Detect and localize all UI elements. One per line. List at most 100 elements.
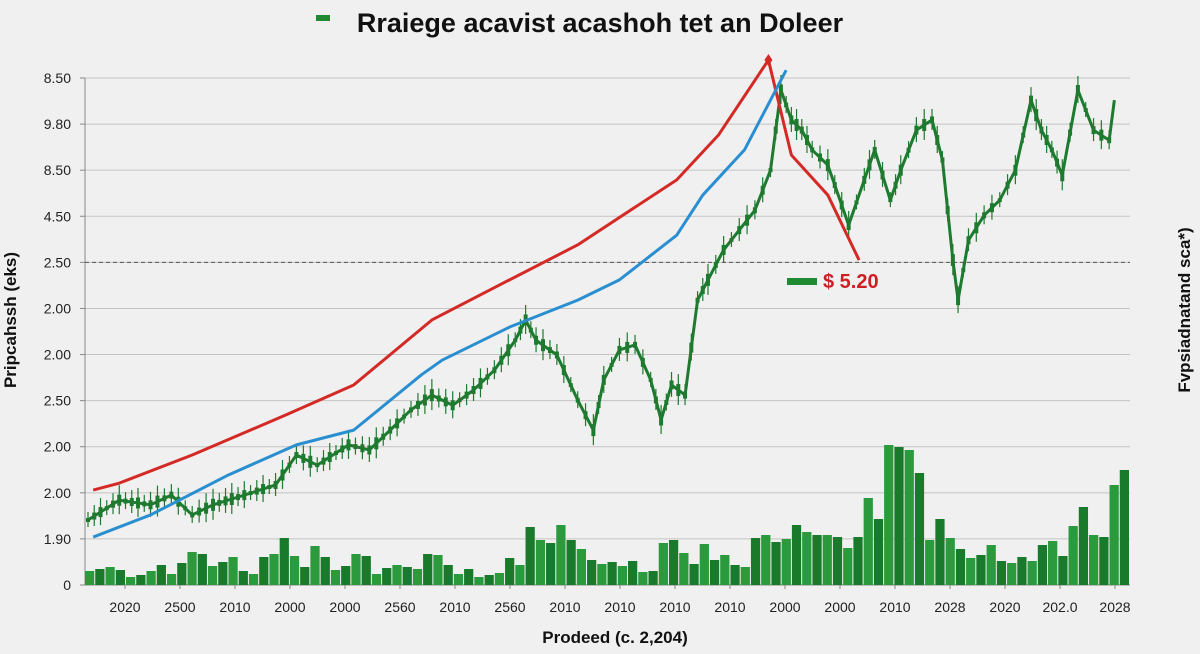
volume-bar <box>310 546 320 585</box>
x-tick-label: 2020 <box>989 599 1020 615</box>
volume-bar <box>587 560 597 585</box>
y-tick-label: 2.00 <box>44 439 71 455</box>
volume-bar <box>607 562 617 585</box>
volume-bar <box>935 519 945 585</box>
volume-bar <box>228 557 238 585</box>
peak-marker <box>764 54 773 67</box>
volume-bar <box>730 565 740 585</box>
x-tick-label: 2010 <box>549 599 580 615</box>
volume-bar <box>648 571 658 585</box>
volume-bar <box>996 561 1007 585</box>
volume-bar <box>791 525 802 585</box>
volume-bar <box>709 560 720 585</box>
price-annotation: $ 5.20 <box>823 271 879 293</box>
volume-bar <box>1007 563 1017 585</box>
volume-bar <box>966 558 976 585</box>
x-tick-label: 2000 <box>769 599 800 615</box>
volume-bar <box>207 566 218 585</box>
y-tick-label: 2.00 <box>44 347 71 363</box>
volume-bar <box>699 544 709 585</box>
volume-bar <box>330 570 341 585</box>
volume-bar <box>986 545 996 585</box>
volume-bar <box>976 555 986 585</box>
volume-bar <box>955 549 966 585</box>
volume-bar <box>873 519 884 585</box>
volume-bar <box>853 537 863 585</box>
volume-bar <box>351 554 361 585</box>
volume-bar <box>361 556 371 585</box>
volume-bar <box>146 571 156 585</box>
volume-bar <box>156 565 166 585</box>
x-tick-label: 2010 <box>659 599 690 615</box>
volume-bar <box>95 569 105 585</box>
volume-bar <box>105 567 115 585</box>
volume-bar <box>627 561 638 585</box>
x-axis: 2020 2500 2010 2000 2000 2560 2010 2560 2010 2010… <box>109 585 1131 615</box>
volume-bar <box>371 574 382 585</box>
x-tick-label: 2010 <box>714 599 745 615</box>
gridlines <box>85 77 1130 540</box>
volume-bar <box>259 557 269 585</box>
volume-bar <box>689 564 699 585</box>
volume-bar <box>115 570 125 585</box>
volume-bar <box>904 450 914 585</box>
volume-bar <box>238 571 248 585</box>
volume-bar <box>750 538 761 585</box>
y-tick-label: 2.00 <box>44 300 71 316</box>
x-tick-label: 2010 <box>879 599 910 615</box>
blue-series-line <box>92 69 788 539</box>
volume-bar <box>884 445 894 585</box>
volume-bar <box>289 556 300 585</box>
volume-bar <box>248 574 259 585</box>
volume-bar <box>822 535 832 585</box>
volume-bars <box>85 445 1129 585</box>
volume-bar <box>320 557 330 585</box>
x-tick-label: 2560 <box>384 599 415 615</box>
x-tick-label: 2000 <box>274 599 305 615</box>
volume-bar <box>576 549 587 585</box>
volume-bar <box>1089 535 1099 585</box>
volume-bar <box>617 566 627 585</box>
volume-bar <box>638 572 648 585</box>
volume-bar <box>515 565 525 585</box>
y-tick-label: 4.50 <box>44 208 71 224</box>
x-tick-label: 2000 <box>824 599 855 615</box>
volume-bar <box>894 447 904 585</box>
y-axis: 0 1.90 2.00 2.00 2.50 2.00 2.00 2.50 4.50 8.50 9.8… <box>44 70 85 593</box>
volume-bar <box>85 571 95 585</box>
volume-bar <box>494 573 505 585</box>
y-tick-label: 0 <box>63 577 71 593</box>
x-tick-label: 2028 <box>934 599 965 615</box>
x-tick-label: 2010 <box>604 599 635 615</box>
volume-bar <box>914 473 925 585</box>
volume-bar <box>1037 545 1048 585</box>
volume-bar <box>392 565 402 585</box>
volume-bar <box>802 532 812 585</box>
volume-bar <box>597 564 607 585</box>
volume-bar <box>843 548 853 585</box>
y-axis-label: Pripcahssh (eks) <box>1 252 20 388</box>
x-tick-label: 2010 <box>219 599 250 615</box>
volume-bar <box>658 543 668 585</box>
volume-bar <box>197 554 207 585</box>
volume-bar <box>1068 526 1078 585</box>
y-tick-label: 2.50 <box>44 254 71 270</box>
volume-bar <box>443 565 453 585</box>
volume-bar <box>453 574 464 585</box>
volume-bar <box>740 567 750 585</box>
volume-bar <box>187 552 197 585</box>
volume-bar <box>166 574 177 585</box>
volume-bar <box>1119 470 1129 585</box>
volume-bar <box>1099 537 1109 585</box>
x-tick-label: 2000 <box>329 599 360 615</box>
volume-bar <box>1027 561 1037 585</box>
annotation-marker <box>787 278 817 285</box>
volume-bar <box>1058 556 1068 585</box>
volume-bar <box>474 577 484 585</box>
volume-bar <box>505 558 515 585</box>
volume-bar <box>177 563 187 585</box>
y-tick-label: 1.90 <box>44 531 71 547</box>
volume-bar <box>761 535 771 585</box>
series-lines <box>86 54 1116 539</box>
x-tick-label: 202.0 <box>1042 599 1077 615</box>
